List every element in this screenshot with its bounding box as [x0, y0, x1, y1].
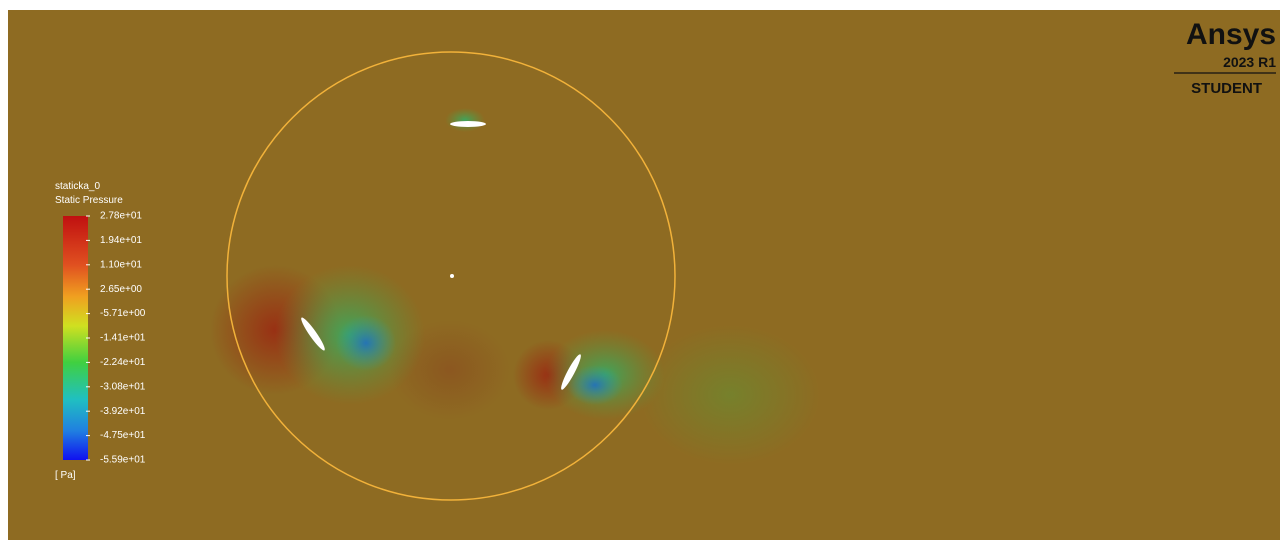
wake [640, 325, 820, 465]
tick-label: -2.24e+01 [100, 357, 146, 368]
tick-label: 2.65e+00 [100, 284, 142, 295]
blade [301, 317, 325, 351]
tick-label: -5.59e+01 [100, 455, 146, 466]
color-bar [63, 216, 88, 460]
logo-edition: STUDENT [1191, 80, 1262, 97]
rotor-interface [226, 51, 676, 501]
tick-label: 2.78e+01 [100, 211, 142, 222]
tick-label: -3.08e+01 [100, 381, 146, 392]
field [8, 10, 1280, 540]
legend-unit: [ Pa] [55, 470, 76, 481]
tick-label: -1.41e+01 [100, 333, 146, 344]
tick-label: -3.92e+01 [100, 406, 146, 417]
blade [561, 354, 581, 390]
logo-version: 2023 R1 [1223, 54, 1276, 70]
blade [450, 121, 486, 127]
tick-label: 1.94e+01 [100, 235, 142, 246]
tick-label: 1.10e+01 [100, 259, 142, 270]
pressure-low [445, 108, 485, 132]
pressure-low [336, 315, 396, 371]
hub [450, 274, 454, 278]
logo-brand: Ansys [1186, 18, 1276, 51]
tick-label: -4.75e+01 [100, 430, 146, 441]
legend-case: staticka_0 [55, 181, 100, 192]
tick-label: -5.71e+00 [100, 308, 146, 319]
pressure-low [567, 365, 623, 405]
legend-variable: Static Pressure [55, 195, 123, 206]
